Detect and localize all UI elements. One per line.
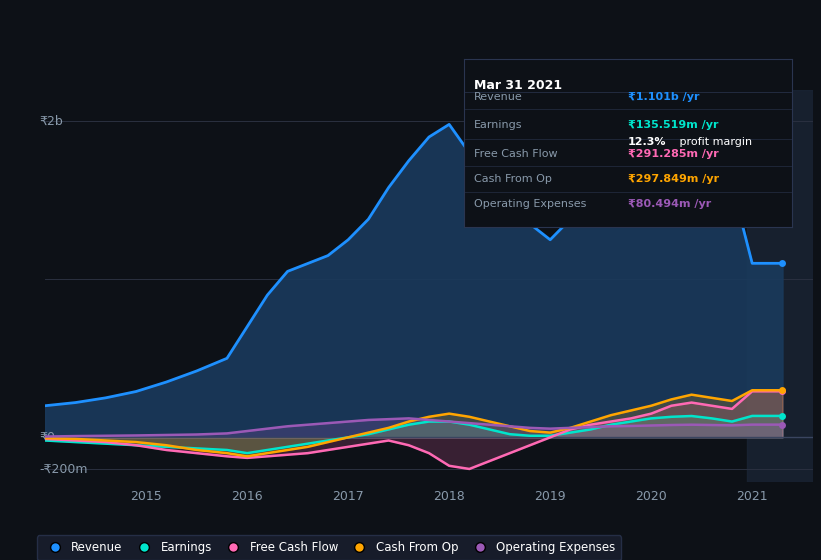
Text: Earnings: Earnings — [474, 120, 522, 130]
Text: Operating Expenses: Operating Expenses — [474, 199, 586, 209]
Text: Mar 31 2021: Mar 31 2021 — [474, 79, 562, 92]
Text: profit margin: profit margin — [676, 137, 752, 147]
Text: ₹297.849m /yr: ₹297.849m /yr — [628, 174, 719, 184]
Legend: Revenue, Earnings, Free Cash Flow, Cash From Op, Operating Expenses: Revenue, Earnings, Free Cash Flow, Cash … — [37, 535, 621, 560]
Text: ₹2b: ₹2b — [39, 115, 62, 128]
Text: Revenue: Revenue — [474, 92, 522, 101]
Text: ₹291.285m /yr: ₹291.285m /yr — [628, 149, 719, 158]
Bar — [747, 90, 813, 482]
Text: ₹80.494m /yr: ₹80.494m /yr — [628, 199, 711, 209]
Text: 12.3%: 12.3% — [628, 137, 667, 147]
Text: ₹135.519m /yr: ₹135.519m /yr — [628, 120, 718, 130]
Text: ₹0: ₹0 — [39, 431, 55, 444]
Text: Free Cash Flow: Free Cash Flow — [474, 149, 557, 158]
Text: ₹1.101b /yr: ₹1.101b /yr — [628, 92, 699, 101]
Text: -₹200m: -₹200m — [39, 463, 88, 475]
Text: Cash From Op: Cash From Op — [474, 174, 552, 184]
